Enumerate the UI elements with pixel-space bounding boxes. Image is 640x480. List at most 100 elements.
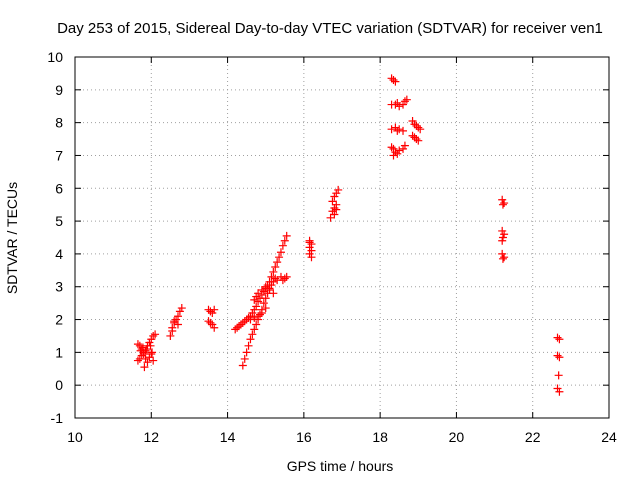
data-point [395,102,404,111]
y-tick-label: 9 [55,82,63,98]
y-tick-label: -1 [51,410,64,426]
data-point [206,307,215,316]
data-point [334,185,343,194]
data-point [391,123,400,132]
data-point [391,148,400,157]
data-points [133,74,564,396]
data-point [133,356,142,365]
plot-frame [74,56,610,419]
y-tick-label: 8 [55,115,63,131]
data-point [257,308,266,317]
y-tick-label: 10 [47,49,63,65]
data-point [278,241,287,250]
data-point [500,199,509,208]
data-point [273,258,282,267]
data-point [498,195,507,204]
data-point [280,236,289,245]
data-point [400,97,409,106]
data-point [252,292,261,301]
data-point [231,325,240,334]
data-point [233,323,242,332]
data-point [269,289,278,298]
data-point [265,286,274,295]
data-point [387,74,396,83]
data-point [328,207,337,216]
data-point [248,308,257,317]
data-point [250,313,259,322]
data-point [410,133,419,142]
x-axis-ticks: 10 12 14 16 18 20 22 24 [67,57,617,445]
data-point [391,100,400,109]
data-point [204,317,213,326]
data-point [305,238,314,247]
data-point [271,263,280,272]
data-point [389,151,398,160]
data-point [173,320,182,329]
data-point [275,253,284,262]
chart-title: Day 253 of 2015, Sidereal Day-to-day VTE… [57,20,603,37]
data-point [553,351,562,360]
data-point [240,354,249,363]
x-tick-label: 24 [601,429,617,445]
data-point [168,327,177,336]
data-point [248,330,257,339]
data-point [138,343,147,352]
data-point [148,348,157,357]
data-point [269,277,278,286]
data-point [242,348,251,357]
data-point [141,354,150,363]
data-point [149,356,158,365]
data-point [147,350,156,359]
data-point [151,330,160,339]
y-tick-label: 7 [55,147,63,163]
data-point [326,213,335,222]
data-point [498,233,507,242]
data-point [408,131,417,140]
x-tick-label: 12 [143,429,159,445]
data-point [143,358,152,367]
data-point [252,302,261,311]
data-point [498,200,507,209]
data-point [146,341,155,350]
data-point [235,322,244,331]
data-point [238,361,247,370]
data-point [236,320,245,329]
data-point [261,282,270,291]
data-point [269,267,278,276]
data-point [330,210,339,219]
data-point [412,121,421,130]
data-point [555,335,564,344]
data-point [244,341,253,350]
data-point [412,135,421,144]
data-point [208,320,217,329]
data-point [238,318,247,327]
data-point [145,353,154,362]
data-point [276,248,285,257]
data-point [149,331,158,340]
x-tick-label: 10 [67,429,83,445]
x-tick-label: 18 [372,429,388,445]
data-point [259,287,268,296]
data-point [280,274,289,283]
data-point [208,308,217,317]
y-tick-label: 0 [55,377,63,393]
data-point [400,141,409,150]
x-axis-label: GPS time / hours [287,458,394,474]
data-point [240,317,249,326]
data-point [554,371,563,380]
data-point [416,125,425,134]
data-point [137,351,146,360]
data-point [140,363,149,372]
data-point [395,125,404,134]
data-point [173,312,182,321]
data-point [255,310,264,319]
data-point [387,143,396,152]
y-tick-label: 2 [55,312,63,328]
data-point [328,197,337,206]
data-point [555,353,564,362]
x-tick-label: 16 [296,429,312,445]
plot-border [74,56,610,419]
data-point [175,307,184,316]
data-point [282,231,291,240]
